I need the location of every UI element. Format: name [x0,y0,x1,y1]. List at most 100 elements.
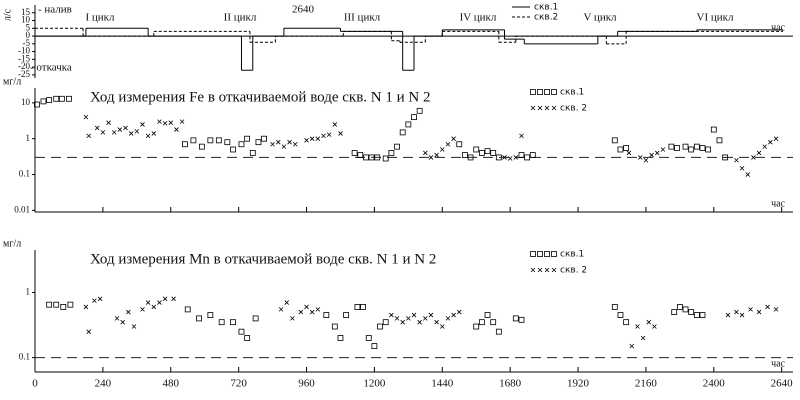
point [315,307,321,312]
point [399,129,406,136]
point [224,139,231,146]
point [284,300,290,305]
point [710,126,717,133]
point [83,304,89,310]
point [337,335,344,341]
legend-marker [544,105,550,111]
legend-marker [551,251,557,257]
point [128,131,134,136]
point [773,136,779,141]
point [281,144,287,149]
y-tick-label: -25 [18,69,30,79]
point [46,97,53,103]
point [255,139,262,146]
annotation: V цикл [583,12,617,24]
point [157,119,162,124]
x-tick-label: 1680 [499,378,522,390]
legend-marker [551,267,557,273]
point [244,335,251,341]
point [762,144,767,149]
point [646,319,652,325]
point [151,131,157,136]
point [100,130,106,135]
chart-title: Ход измерения Mn в откачиваемой воде скв… [90,251,436,267]
point [157,300,162,305]
point [617,312,624,318]
point [326,132,332,137]
x-tick-label: 1200 [363,378,386,390]
point [467,154,474,161]
legend-marker [530,251,536,257]
point [406,316,411,321]
point [287,139,292,145]
point [218,319,225,326]
point [643,157,649,163]
point [519,133,524,139]
y-tick-label: 15 [21,7,31,17]
point [529,152,536,158]
point [490,319,497,326]
point [756,150,762,156]
point [635,324,640,329]
point [417,319,422,325]
point [693,143,700,150]
annotation: III цикл [344,12,381,24]
x-tick-label: 2160 [635,378,658,390]
point [416,107,423,114]
point [748,307,753,312]
y-tick-label: 5 [26,22,31,32]
y-tick-label: 0 [26,30,31,40]
point [151,304,157,310]
point [671,309,678,315]
point [140,122,145,127]
point [640,335,646,341]
point [440,147,445,152]
legend-label: скв. 2 [560,104,587,114]
point [428,155,434,160]
point [215,137,222,144]
point [363,154,369,161]
point [739,165,745,171]
legend-marker [544,89,550,95]
point [745,172,751,177]
point [473,323,480,330]
y-tick-label: 0.1 [19,352,30,362]
x-axis-label: час [771,358,785,369]
x-axis-label: час [771,198,785,209]
point [162,296,168,302]
point [676,304,683,310]
point [617,146,624,153]
point [652,324,657,329]
point [117,127,123,132]
point [323,312,330,318]
point [394,316,400,321]
point [434,152,439,158]
point [411,114,417,121]
point [331,323,338,330]
point [120,319,125,325]
chart-title: Ход измерения Fe в откачиваемой воде скв… [90,89,431,105]
legend-marker [530,267,536,273]
point [682,306,689,313]
point [66,95,72,102]
point [765,304,770,310]
point [83,114,89,120]
point [389,312,394,318]
point [134,129,140,134]
point [360,304,366,310]
point [688,146,695,153]
x-tick-label: 240 [95,378,112,390]
x-tick-label: 720 [230,378,247,390]
point [502,155,507,160]
point [716,137,723,144]
point [34,101,40,108]
point [428,312,434,318]
point [377,323,383,330]
point [734,157,739,163]
point [244,135,251,142]
legend-marker [537,251,543,257]
point [660,147,666,152]
point [261,135,267,142]
point [451,136,456,141]
y-tick-label: 0.01 [14,204,30,214]
